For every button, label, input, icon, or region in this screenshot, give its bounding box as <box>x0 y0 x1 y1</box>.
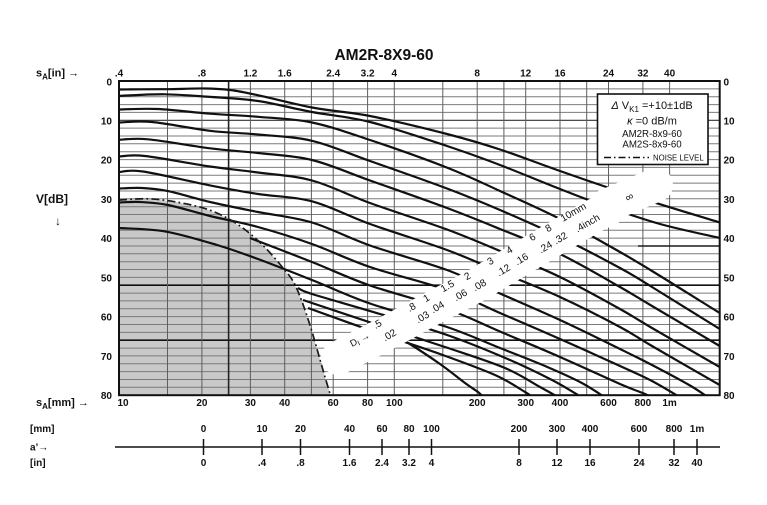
svg-text:10: 10 <box>101 116 113 127</box>
svg-text:10: 10 <box>724 116 736 127</box>
svg-text:80: 80 <box>724 391 736 402</box>
svg-text:10: 10 <box>256 424 268 435</box>
svg-text:24: 24 <box>603 69 615 80</box>
svg-text:8: 8 <box>474 69 480 80</box>
svg-text:3: 3 <box>486 255 497 268</box>
svg-text:1m: 1m <box>690 424 705 435</box>
svg-text:0: 0 <box>106 78 112 89</box>
svg-text:80: 80 <box>101 391 113 402</box>
svg-text:30: 30 <box>101 195 113 206</box>
svg-text:1.6: 1.6 <box>343 458 357 469</box>
svg-text:800: 800 <box>635 398 652 409</box>
svg-text:1.2: 1.2 <box>243 69 257 80</box>
svg-text:800: 800 <box>666 424 683 435</box>
svg-text:1m: 1m <box>662 398 677 409</box>
svg-text:40: 40 <box>691 458 703 469</box>
svg-text:4: 4 <box>429 458 435 469</box>
svg-text:40: 40 <box>664 69 676 80</box>
svg-text:300: 300 <box>517 398 534 409</box>
svg-text:.4: .4 <box>258 458 267 469</box>
svg-text:12: 12 <box>551 458 563 469</box>
svg-text:8: 8 <box>516 458 522 469</box>
svg-text:40: 40 <box>101 234 113 245</box>
svg-text:70: 70 <box>724 352 736 363</box>
svg-text:16: 16 <box>554 69 566 80</box>
svg-text:.4: .4 <box>115 69 124 80</box>
svg-text:↓: ↓ <box>55 214 61 228</box>
svg-text:100: 100 <box>386 398 403 409</box>
svg-text:16: 16 <box>584 458 596 469</box>
svg-text:40: 40 <box>344 424 356 435</box>
svg-text:AM2R-8X9-60: AM2R-8X9-60 <box>334 47 433 64</box>
svg-text:2.4: 2.4 <box>375 458 389 469</box>
svg-text:sA[mm] →: sA[mm] → <box>36 397 89 411</box>
svg-text:AM2R-8x9-60: AM2R-8x9-60 <box>622 129 682 140</box>
svg-text:12: 12 <box>520 69 532 80</box>
svg-text:2: 2 <box>463 270 474 283</box>
svg-text:80: 80 <box>362 398 374 409</box>
svg-text:[mm]: [mm] <box>30 424 54 435</box>
svg-text:V[dB]: V[dB] <box>36 192 68 206</box>
svg-text:400: 400 <box>582 424 599 435</box>
svg-text:6: 6 <box>528 231 539 244</box>
svg-text:30: 30 <box>245 398 257 409</box>
svg-text:80: 80 <box>403 424 415 435</box>
svg-text:40: 40 <box>724 234 736 245</box>
svg-text:40: 40 <box>279 398 291 409</box>
svg-text:200: 200 <box>511 424 528 435</box>
svg-text:κ =0 dB/m: κ =0 dB/m <box>627 116 677 128</box>
svg-text:20: 20 <box>101 156 113 167</box>
svg-text:32: 32 <box>637 69 649 80</box>
svg-text:24: 24 <box>633 458 645 469</box>
svg-text:70: 70 <box>101 352 113 363</box>
svg-text:AM2S-8x9-60: AM2S-8x9-60 <box>622 140 682 151</box>
svg-text:2.4: 2.4 <box>326 69 340 80</box>
svg-text:.8: .8 <box>198 69 207 80</box>
svg-text:32: 32 <box>668 458 680 469</box>
svg-text:50: 50 <box>724 273 736 284</box>
svg-text:100: 100 <box>423 424 440 435</box>
svg-text:4: 4 <box>392 69 398 80</box>
svg-text:8: 8 <box>544 222 555 235</box>
svg-text:[in]: [in] <box>30 458 46 469</box>
svg-text:600: 600 <box>600 398 617 409</box>
svg-text:50: 50 <box>101 273 113 284</box>
svg-text:300: 300 <box>549 424 566 435</box>
svg-text:a’→: a’→ <box>30 443 48 454</box>
svg-text:1: 1 <box>422 292 433 305</box>
svg-text:200: 200 <box>469 398 486 409</box>
svg-text:10: 10 <box>117 398 129 409</box>
svg-text:60: 60 <box>101 313 113 324</box>
svg-text:30: 30 <box>724 195 736 206</box>
svg-text:Δ VK1 =+10±1dB: Δ VK1 =+10±1dB <box>610 100 692 114</box>
svg-text:0: 0 <box>724 78 730 89</box>
svg-text:20: 20 <box>196 398 208 409</box>
svg-text:3.2: 3.2 <box>361 69 375 80</box>
svg-text:4: 4 <box>505 244 516 257</box>
svg-text:400: 400 <box>552 398 569 409</box>
svg-text:60: 60 <box>328 398 340 409</box>
svg-text:60: 60 <box>376 424 388 435</box>
svg-text:.8: .8 <box>296 458 305 469</box>
svg-text:1.6: 1.6 <box>278 69 292 80</box>
svg-text:20: 20 <box>295 424 307 435</box>
svg-text:600: 600 <box>631 424 648 435</box>
svg-text:3.2: 3.2 <box>402 458 416 469</box>
svg-text:0: 0 <box>201 458 207 469</box>
svg-text:60: 60 <box>724 313 736 324</box>
svg-text:0: 0 <box>201 424 207 435</box>
svg-text:20: 20 <box>724 156 736 167</box>
svg-text:NOISE LEVEL: NOISE LEVEL <box>653 154 704 163</box>
